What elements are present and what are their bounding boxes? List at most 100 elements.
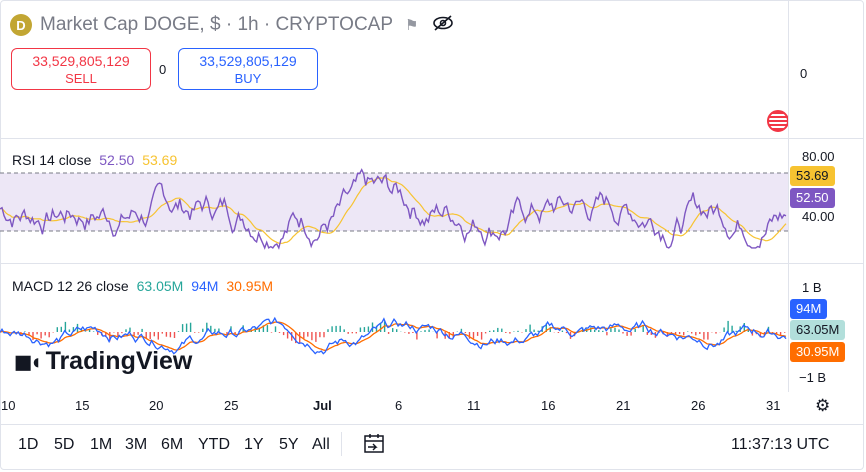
macd-hist-bar (735, 330, 737, 332)
macd-hist-bar (598, 330, 600, 332)
macd-hist-bar (622, 332, 624, 334)
macd-signal-value: 30.95M (226, 278, 274, 294)
tradingview-watermark: ◼︎◖ TradingView (14, 347, 192, 376)
macd-hist-bar (185, 323, 188, 332)
macd-hist-bar (299, 332, 301, 343)
range-3m[interactable]: 3M (125, 436, 148, 453)
price-axis-divider (788, 0, 789, 392)
rsi-legend[interactable]: RSI 14 close 52.50 53.69 (12, 152, 177, 168)
macd-hist-bar (307, 332, 309, 337)
range-1d[interactable]: 1D (18, 436, 39, 453)
macd-hist-bar (315, 332, 317, 342)
macd-hist-bar (121, 332, 123, 334)
macd-hist-bar (743, 323, 745, 332)
macd-hist-bar (549, 327, 551, 332)
macd-hist-bar (109, 332, 111, 342)
macd-hist-bar (379, 323, 382, 332)
macd-hist-bar (501, 328, 503, 332)
macd-hist-bar (396, 329, 398, 332)
gear-icon[interactable]: ⚙ (815, 396, 831, 415)
macd-hist-bar (561, 330, 564, 332)
macd-hist-bar (670, 332, 673, 334)
macd-hist-bar (198, 332, 200, 333)
macd-hist-bar (335, 325, 337, 332)
range-ytd[interactable]: YTD (198, 436, 230, 453)
rsi-ma-line (0, 177, 787, 244)
macd-hist-bar (545, 323, 547, 332)
macd-hist-bar (113, 332, 115, 333)
macd-hist-bar (44, 332, 46, 336)
macd-hist-bar (715, 332, 717, 334)
macd-hist-bar (28, 332, 30, 336)
usa-flag-icon[interactable] (767, 110, 789, 132)
sell-button[interactable]: 33,529,805,129 SELL (11, 48, 151, 90)
calendar-goto-icon[interactable] (362, 433, 386, 460)
doge-logo-icon: D (10, 14, 32, 36)
x-tick: 25 (224, 398, 239, 413)
range-all[interactable]: All (312, 436, 330, 453)
macd-pane[interactable] (0, 264, 788, 392)
pane-divider-1[interactable] (0, 138, 864, 139)
range-5d[interactable]: 5D (54, 436, 75, 453)
macd-hist-bar (149, 332, 151, 340)
pane-divider-2[interactable] (0, 263, 864, 264)
macd-hist-bar (64, 321, 67, 332)
macd-hist-bar (428, 329, 430, 332)
macd-hist-bar (412, 332, 414, 333)
macd-hist-bar (517, 330, 519, 332)
macd-hist-bar (497, 327, 499, 332)
macd-legend[interactable]: MACD 12 26 close 63.05M 94M 30.95M (12, 278, 273, 294)
range-1y[interactable]: 1Y (244, 436, 264, 453)
macd-hist-bar (642, 325, 644, 332)
macd-hist-bar (339, 325, 341, 332)
macd-hist-bar (230, 326, 232, 332)
macd-hist-bar (60, 326, 62, 332)
macd-hist-bar (258, 328, 260, 332)
macd-hist-bar (480, 332, 483, 340)
macd-hist-bar (646, 332, 648, 335)
macd-hist-bar (270, 332, 273, 333)
macd-hist-bar (331, 326, 333, 332)
macd-hist-bar (683, 332, 685, 336)
eye-off-icon[interactable] (432, 14, 454, 36)
range-6m[interactable]: 6M (161, 436, 184, 453)
macd-hist-bar (84, 331, 87, 332)
macd-hist-bar (525, 329, 527, 332)
macd-hist-bar (343, 329, 345, 332)
x-tick: 16 (541, 398, 556, 413)
macd-hist-bar (278, 332, 281, 333)
clock-utc[interactable]: 11:37:13 UTC (731, 436, 830, 453)
buy-button[interactable]: 33,529,805,129 BUY (178, 48, 318, 90)
rsi-pane[interactable] (0, 139, 788, 263)
macd-hist-bar (274, 326, 277, 332)
range-1m[interactable]: 1M (90, 436, 113, 453)
watermark-text: TradingView (45, 347, 193, 375)
x-tick: 21 (616, 398, 631, 413)
x-tick: 26 (691, 398, 706, 413)
macd-hist-bar (266, 325, 269, 332)
macd-hist-bar (226, 332, 228, 336)
macd-hist-bar (707, 332, 709, 340)
macd-hist-bar (695, 332, 697, 336)
symbol-title[interactable]: Market Cap DOGE, $ · 1h · CRYPTOCAP (40, 14, 394, 35)
macd-hist-bar (703, 332, 705, 340)
macd-hist-bar (751, 332, 754, 336)
macd-hist-bar (52, 332, 54, 333)
macd-hist-bar (630, 332, 632, 336)
macd-hist-bar (161, 332, 163, 334)
flag-icon[interactable]: ⚑ (405, 17, 419, 34)
macd-hist-bar (448, 332, 450, 339)
range-5y[interactable]: 5Y (279, 436, 299, 453)
macd-hist-bar (634, 328, 636, 332)
macd-hist-badge: 63.05M (790, 320, 846, 340)
macd-hist-bar (626, 332, 628, 336)
macd-hist-bar (32, 332, 34, 341)
macd-hist-bar (618, 329, 620, 332)
macd-title: MACD 12 26 close (12, 278, 129, 294)
macd-hist-bar (484, 332, 487, 334)
macd-hist-bar (392, 328, 394, 332)
macd-hist-bar (537, 330, 539, 332)
buy-price: 33,529,805,129 (199, 53, 297, 69)
macd-axis-bottom: −1 B (799, 370, 827, 385)
